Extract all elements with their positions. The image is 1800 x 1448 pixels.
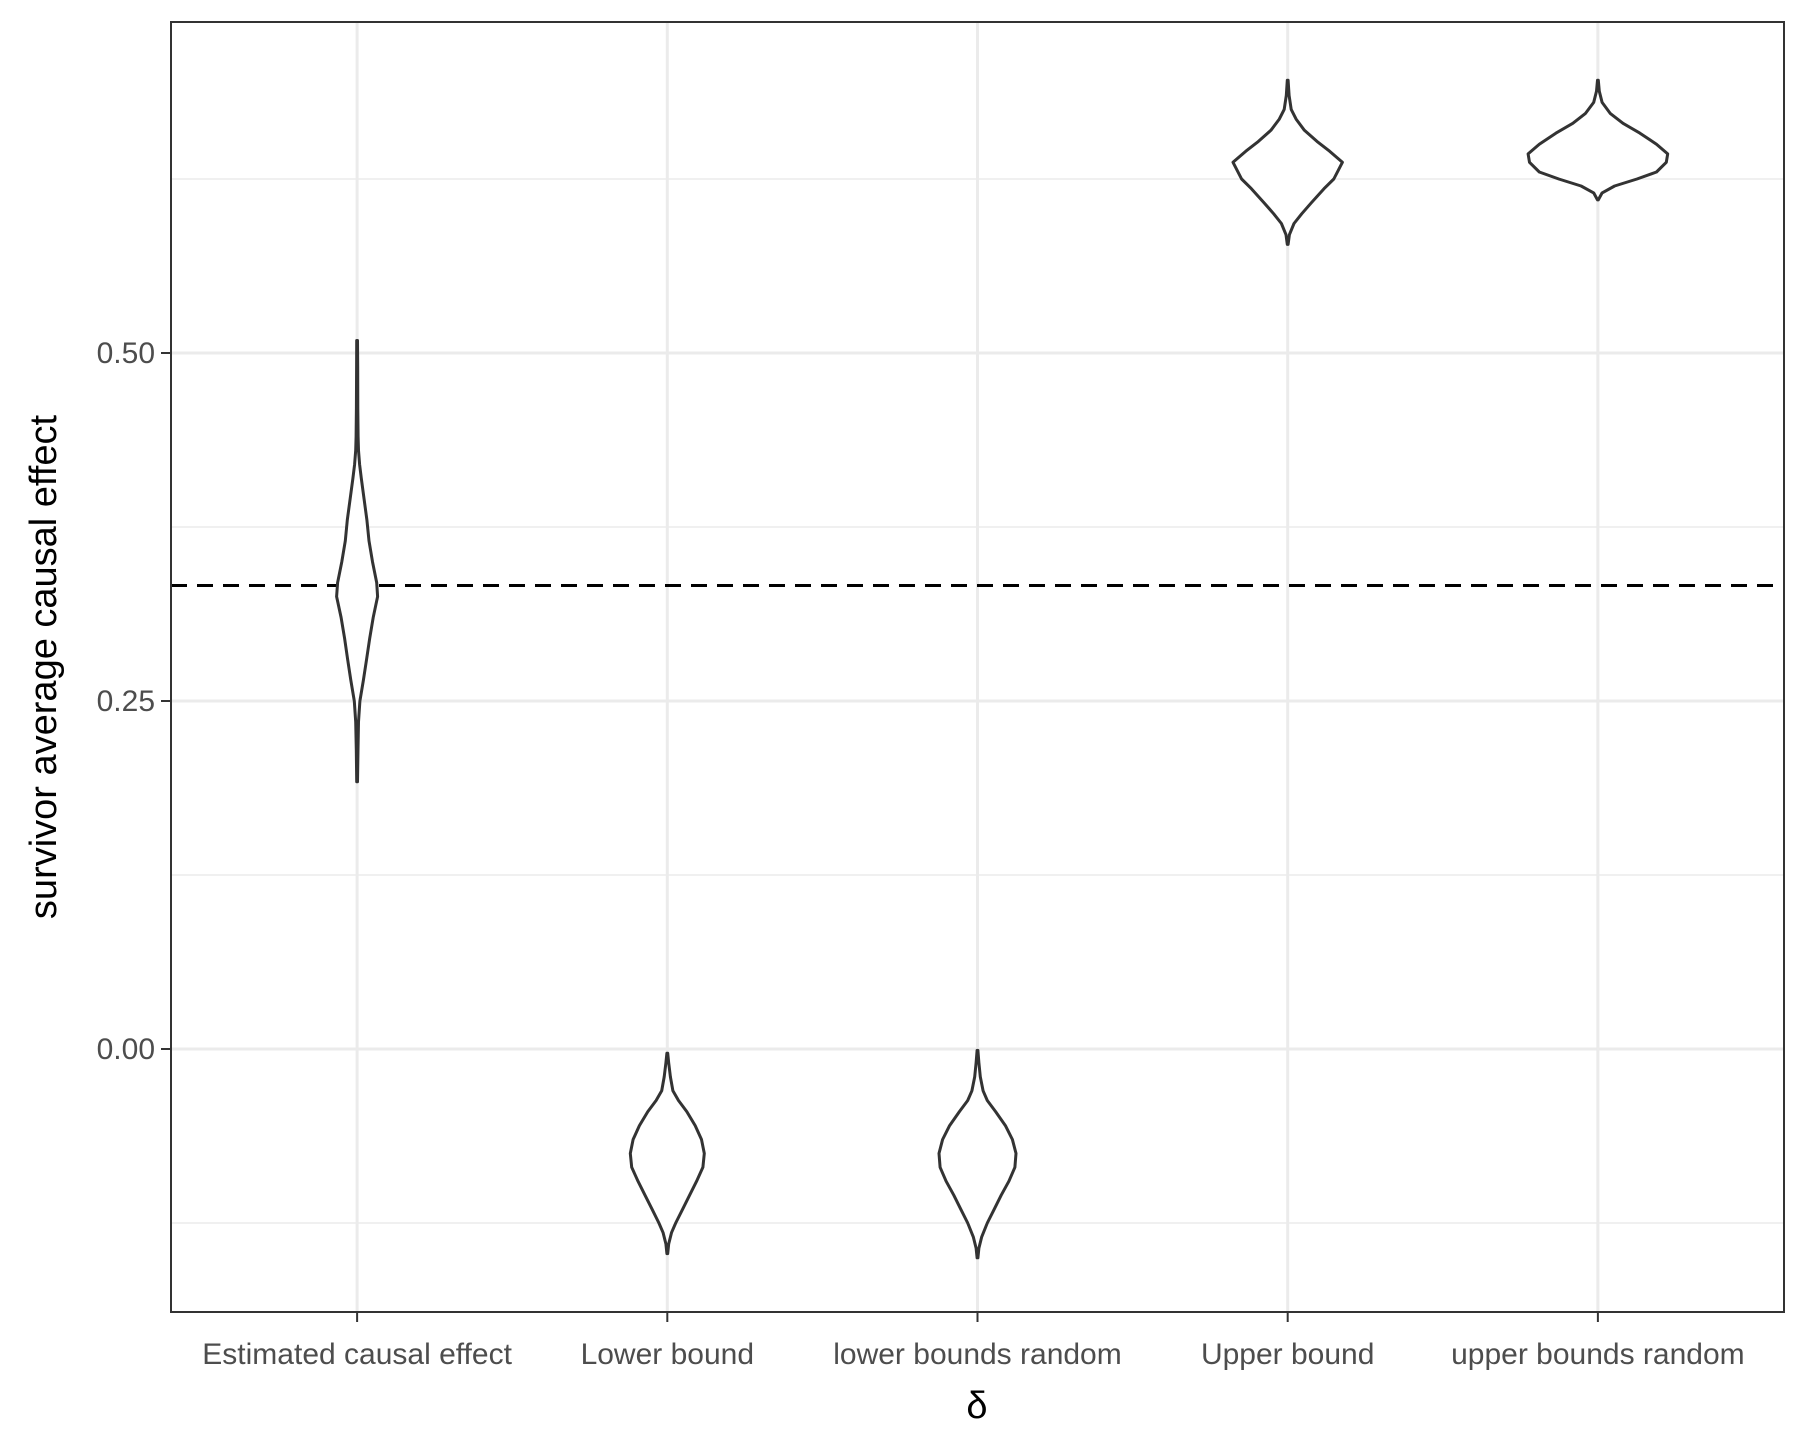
violins (335, 78, 1670, 1260)
violin-1 (628, 1051, 706, 1256)
y-tick-label-2: 0.50 (97, 337, 155, 370)
x-tick-label-0: Estimated causal effect (202, 1338, 512, 1371)
violin-2 (937, 1048, 1018, 1260)
x-tick-label-1: Lower bound (581, 1338, 754, 1371)
y-tick-label-0: 0.00 (97, 1033, 155, 1066)
y-tick-label-1: 0.25 (97, 685, 155, 718)
violin-0 (335, 339, 380, 784)
x-tick-label-2: lower bounds random (833, 1338, 1122, 1371)
violin-4 (1526, 78, 1670, 202)
y-axis-title: survivor average causal effect (23, 415, 65, 920)
x-tick-label-3: Upper bound (1201, 1338, 1374, 1371)
axes: 0.00 0.25 0.50 Estimated causal effect Lower… (97, 337, 1745, 1371)
violin-3 (1231, 78, 1344, 246)
x-axis-title: δ (966, 1385, 987, 1427)
x-tick-label-4: upper bounds random (1451, 1338, 1745, 1371)
